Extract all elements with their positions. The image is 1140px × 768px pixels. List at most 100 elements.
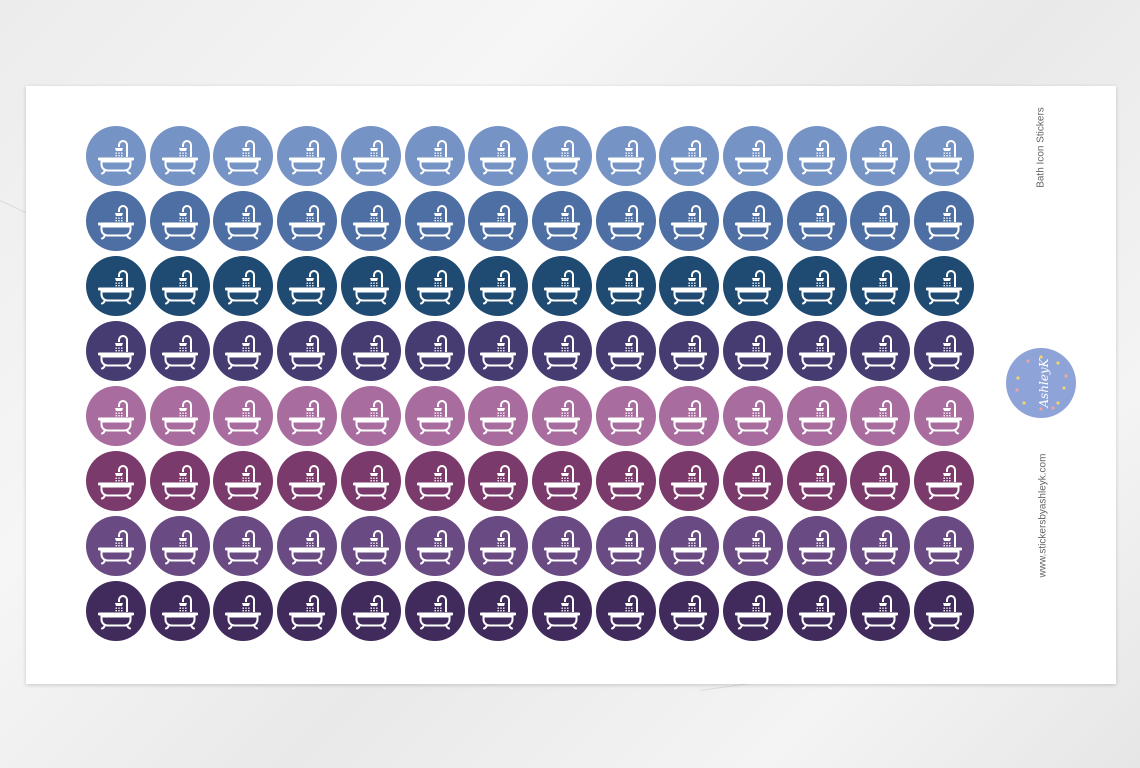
bathtub-shower-icon [926, 205, 963, 240]
sticker [786, 451, 847, 511]
sticker [723, 126, 783, 186]
sticker [914, 321, 975, 381]
bathtub-shower-icon [735, 465, 771, 500]
sticker [340, 581, 401, 641]
sticker [468, 581, 529, 641]
sticker [86, 516, 146, 576]
bathtub-shower-icon [607, 270, 644, 305]
bathtub-shower-icon [289, 140, 326, 175]
bathtub-shower-icon [98, 335, 134, 370]
bathtub-shower-icon [225, 205, 262, 240]
bathtub-shower-icon [161, 595, 198, 630]
sticker [86, 386, 146, 446]
bathtub-shower-icon [607, 140, 644, 175]
bathtub-shower-icon [735, 530, 771, 565]
bathtub-shower-icon [862, 270, 899, 305]
sticker [340, 516, 401, 576]
bathtub-shower-icon [225, 270, 262, 305]
bathtub-shower-icon [607, 335, 644, 370]
sticker [86, 321, 146, 381]
sticker [786, 256, 847, 316]
sticker [149, 126, 210, 186]
sticker [468, 321, 529, 381]
bathtub-shower-icon [480, 140, 517, 175]
sticker [86, 191, 146, 251]
sticker [786, 516, 847, 576]
sticker [149, 581, 210, 641]
bathtub-shower-icon [161, 140, 198, 175]
sticker [468, 451, 529, 511]
sticker [531, 256, 592, 316]
sticker [914, 256, 975, 316]
sticker [659, 581, 720, 641]
sticker [914, 191, 975, 251]
sticker [213, 386, 274, 446]
bathtub-shower-icon [671, 530, 708, 565]
sticker [340, 256, 401, 316]
sticker [659, 451, 720, 511]
sticker [786, 581, 847, 641]
sticker [914, 386, 975, 446]
sticker [86, 126, 146, 186]
bathtub-shower-icon [607, 400, 644, 435]
bathtub-shower-icon [607, 530, 644, 565]
sticker [659, 126, 720, 186]
sticker [468, 256, 529, 316]
sticker [468, 191, 529, 251]
sticker [595, 126, 656, 186]
sticker [404, 516, 465, 576]
bathtub-shower-icon [352, 270, 389, 305]
sticker [531, 451, 592, 511]
sticker [340, 321, 401, 381]
bathtub-shower-icon [543, 465, 580, 500]
bathtub-shower-icon [926, 465, 963, 500]
bathtub-shower-icon [352, 335, 389, 370]
bathtub-shower-icon [161, 270, 198, 305]
sticker [850, 321, 911, 381]
sticker [213, 256, 274, 316]
bathtub-shower-icon [798, 335, 835, 370]
bathtub-shower-icon [289, 205, 326, 240]
bathtub-shower-icon [161, 205, 198, 240]
sticker [213, 581, 274, 641]
sticker [468, 126, 529, 186]
sticker [86, 256, 146, 316]
bathtub-shower-icon [543, 140, 580, 175]
sticker [659, 516, 720, 576]
bathtub-shower-icon [735, 595, 771, 630]
sticker [850, 451, 911, 511]
sticker [723, 451, 783, 511]
sticker [786, 126, 847, 186]
bathtub-shower-icon [926, 270, 963, 305]
bathtub-shower-icon [98, 465, 134, 500]
sticker [340, 451, 401, 511]
bathtub-shower-icon [543, 335, 580, 370]
bathtub-shower-icon [926, 400, 963, 435]
bathtub-shower-icon [926, 595, 963, 630]
svg-text:AshleyK: AshleyK [1037, 357, 1051, 408]
bathtub-shower-icon [98, 530, 134, 565]
bathtub-shower-icon [289, 465, 326, 500]
bathtub-shower-icon [798, 465, 835, 500]
sticker [723, 581, 783, 641]
bathtub-shower-icon [161, 335, 198, 370]
bathtub-shower-icon [352, 400, 389, 435]
bathtub-shower-icon [671, 270, 708, 305]
bathtub-shower-icon [798, 140, 835, 175]
sticker [850, 126, 911, 186]
bathtub-shower-icon [352, 595, 389, 630]
bathtub-shower-icon [862, 400, 899, 435]
sticker [723, 321, 783, 381]
bathtub-shower-icon [671, 465, 708, 500]
bathtub-shower-icon [161, 465, 198, 500]
bathtub-shower-icon [480, 595, 517, 630]
bathtub-shower-icon [671, 140, 708, 175]
bathtub-shower-icon [352, 140, 389, 175]
sticker [531, 581, 592, 641]
bathtub-shower-icon [671, 400, 708, 435]
bathtub-shower-icon [416, 400, 453, 435]
sticker [659, 191, 720, 251]
bathtub-shower-icon [98, 270, 134, 305]
bathtub-shower-icon [416, 140, 453, 175]
bathtub-shower-icon [225, 335, 262, 370]
